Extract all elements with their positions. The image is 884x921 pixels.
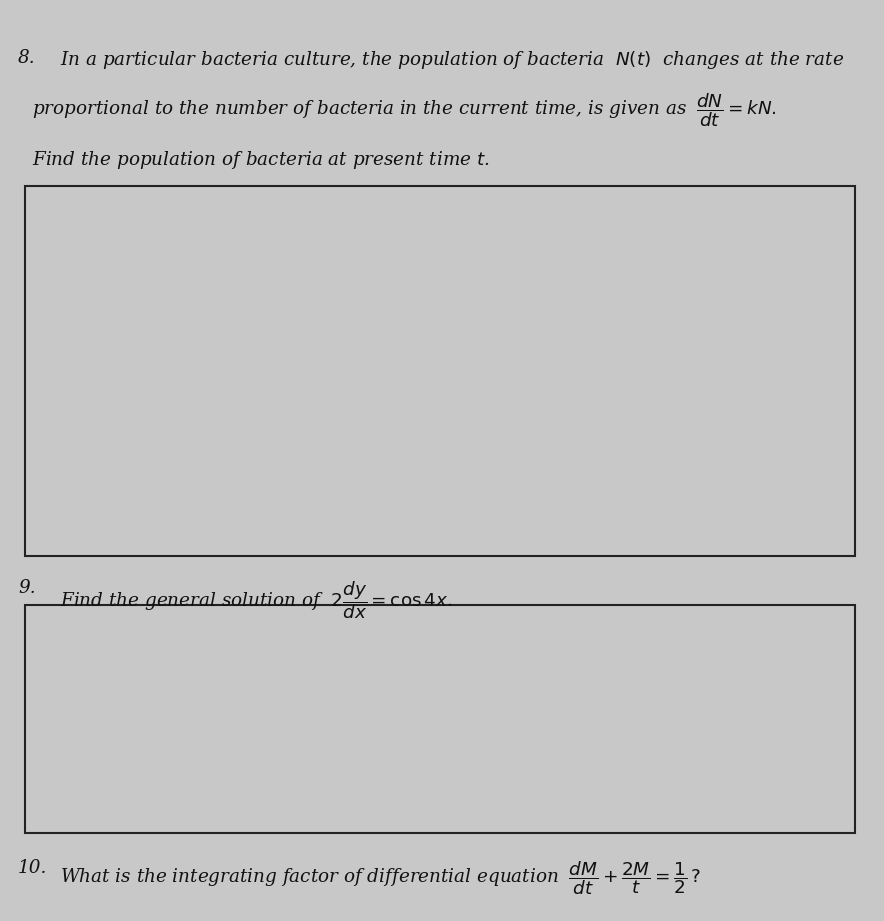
Bar <box>25 605 855 833</box>
Text: What is the integrating factor of differential equation $\;\dfrac{dM}{dt}+\dfrac: What is the integrating factor of differ… <box>60 859 701 897</box>
Text: proportional to the number of bacteria in the current time, is given as $\;\dfra: proportional to the number of bacteria i… <box>32 91 777 129</box>
Text: 10.: 10. <box>18 859 48 877</box>
Text: Find the general solution of  $2\dfrac{dy}{dx} = \cos 4x.$: Find the general solution of $2\dfrac{dy… <box>60 579 453 621</box>
Bar <box>25 186 855 556</box>
Text: 9.: 9. <box>18 579 35 597</box>
Text: Find the population of bacteria at present time $t$.: Find the population of bacteria at prese… <box>32 149 490 171</box>
Text: In a particular bacteria culture, the population of bacteria  $N(t)$  changes at: In a particular bacteria culture, the po… <box>60 49 844 71</box>
Text: 8.: 8. <box>18 49 35 67</box>
